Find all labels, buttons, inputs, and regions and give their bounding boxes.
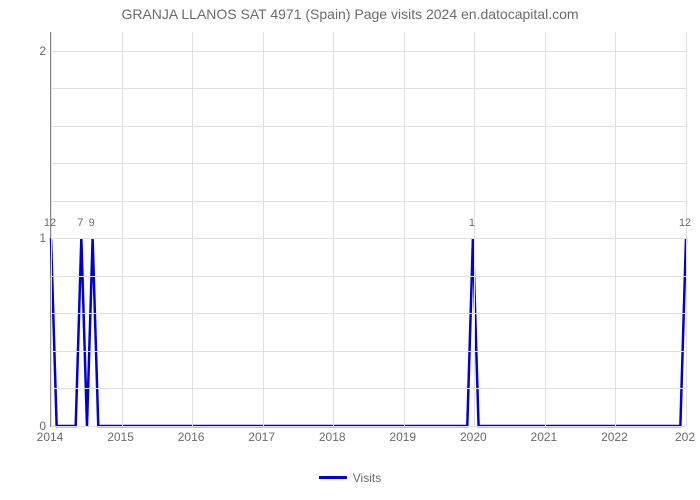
value-label: 12 (679, 217, 691, 229)
value-label: 9 (89, 217, 95, 229)
y-tick-label: 1 (28, 231, 46, 245)
plot-area (50, 32, 686, 427)
x-tick-label: 2014 (37, 430, 64, 444)
value-label: 7 (77, 217, 83, 229)
gridline-v (615, 32, 616, 426)
x-tick-label: 2020 (460, 430, 487, 444)
gridline-h (51, 238, 686, 239)
x-tick-label: 2017 (248, 430, 275, 444)
gridline-h-minor (51, 388, 686, 389)
gridline-v (122, 32, 123, 426)
gridline-h-minor (51, 163, 686, 164)
gridline-v (263, 32, 264, 426)
x-tick-label: 2018 (319, 430, 346, 444)
legend-swatch (319, 476, 347, 479)
visits-line (51, 238, 686, 426)
gridline-v (192, 32, 193, 426)
x-tick-label: 2015 (107, 430, 134, 444)
gridline-h-minor (51, 88, 686, 89)
x-tick-label: 2021 (531, 430, 558, 444)
gridline-h-minor (51, 276, 686, 277)
gridline-h (51, 426, 686, 427)
gridline-v (404, 32, 405, 426)
value-label: 1 (469, 217, 475, 229)
x-tick-label: 202 (675, 430, 695, 444)
y-tick-label: 2 (28, 44, 46, 58)
x-tick-label: 2016 (178, 430, 205, 444)
gridline-v (545, 32, 546, 426)
gridline-h (51, 51, 686, 52)
gridline-h-minor (51, 201, 686, 202)
visits-line-chart: GRANJA LLANOS SAT 4971 (Spain) Page visi… (0, 0, 700, 500)
legend: Visits (0, 470, 700, 485)
gridline-h-minor (51, 313, 686, 314)
legend-label: Visits (353, 471, 381, 485)
x-tick-label: 2019 (389, 430, 416, 444)
gridline-h-minor (51, 351, 686, 352)
gridline-h-minor (51, 126, 686, 127)
series-svg (51, 32, 686, 426)
chart-title: GRANJA LLANOS SAT 4971 (Spain) Page visi… (0, 6, 700, 22)
x-tick-label: 2022 (601, 430, 628, 444)
value-label: 12 (44, 217, 56, 229)
gridline-v (333, 32, 334, 426)
